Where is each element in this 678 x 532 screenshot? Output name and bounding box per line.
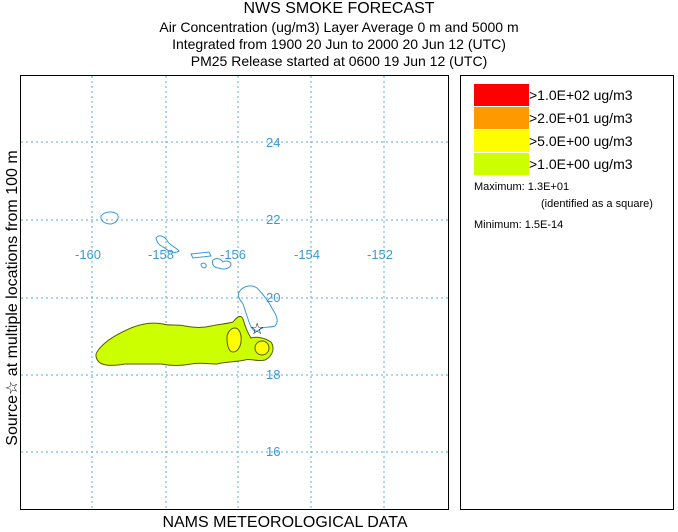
graticule [21,76,448,509]
lat-label: 24 [266,135,280,150]
smoke-plume-inner [226,327,242,353]
legend-swatch [474,130,529,152]
lat-label: 18 [266,367,280,382]
lon-label: -160 [75,247,101,262]
subtitle-release: PM25 Release started at 0600 19 Jun 12 (… [190,53,488,69]
legend-item: >5.0E+00 ug/m3 [474,130,674,152]
lat-label: 20 [266,290,280,305]
island-lanai [200,262,207,269]
island-oahu [155,235,180,253]
map-panel: ☆ -160 -158 -156 -154 -152 24 22 20 18 1… [20,75,449,510]
legend-label: >1.0E+00 ug/m3 [529,156,633,172]
maximum-value: Maximum: 1.3E+01 [474,181,570,193]
source-description: Source☆ at multiple locations from 100 m [4,150,21,446]
subtitle-integration: Integrated from 1900 20 Jun to 2000 20 J… [172,36,506,52]
legend-swatch [474,107,529,129]
subtitle-concentration: Air Concentration (ug/m3) Layer Average … [159,19,519,35]
lon-label: -152 [367,247,393,262]
legend-swatch [474,84,529,106]
smoke-spot-inner [254,340,270,356]
data-source-label: NAMS METEOROLOGICAL DATA [162,514,408,531]
island-molokai [190,251,212,259]
legend-label: >5.0E+00 ug/m3 [529,133,633,149]
legend-item: >2.0E+01 ug/m3 [474,107,674,129]
island-kauai [100,211,119,225]
maximum-note: (identified as a square) [541,198,653,210]
legend-label: >1.0E+02 ug/m3 [529,87,633,103]
lat-label: 16 [266,444,280,459]
lon-label: -156 [220,247,246,262]
concentration-legend: >1.0E+02 ug/m3 >2.0E+01 ug/m3 >5.0E+00 u… [460,75,674,510]
lon-label: -154 [294,247,320,262]
map-title: NWS SMOKE FORECAST [243,0,435,17]
coastlines [100,211,278,332]
lat-label: 22 [266,212,280,227]
legend-item: >1.0E+00 ug/m3 [474,153,674,175]
legend-swatch [474,153,529,175]
legend-item: >1.0E+02 ug/m3 [474,84,674,106]
island-maui [212,258,232,270]
island-hawaii [237,285,278,332]
lon-label: -158 [148,247,174,262]
star-icon: ☆ [250,321,264,338]
map-canvas: ☆ -160 -158 -156 -154 -152 24 22 20 18 1… [21,76,448,509]
minimum-value: Minimum: 1.5E-14 [474,219,564,231]
smoke-plume-outer [95,315,274,366]
legend-label: >2.0E+01 ug/m3 [529,110,633,126]
